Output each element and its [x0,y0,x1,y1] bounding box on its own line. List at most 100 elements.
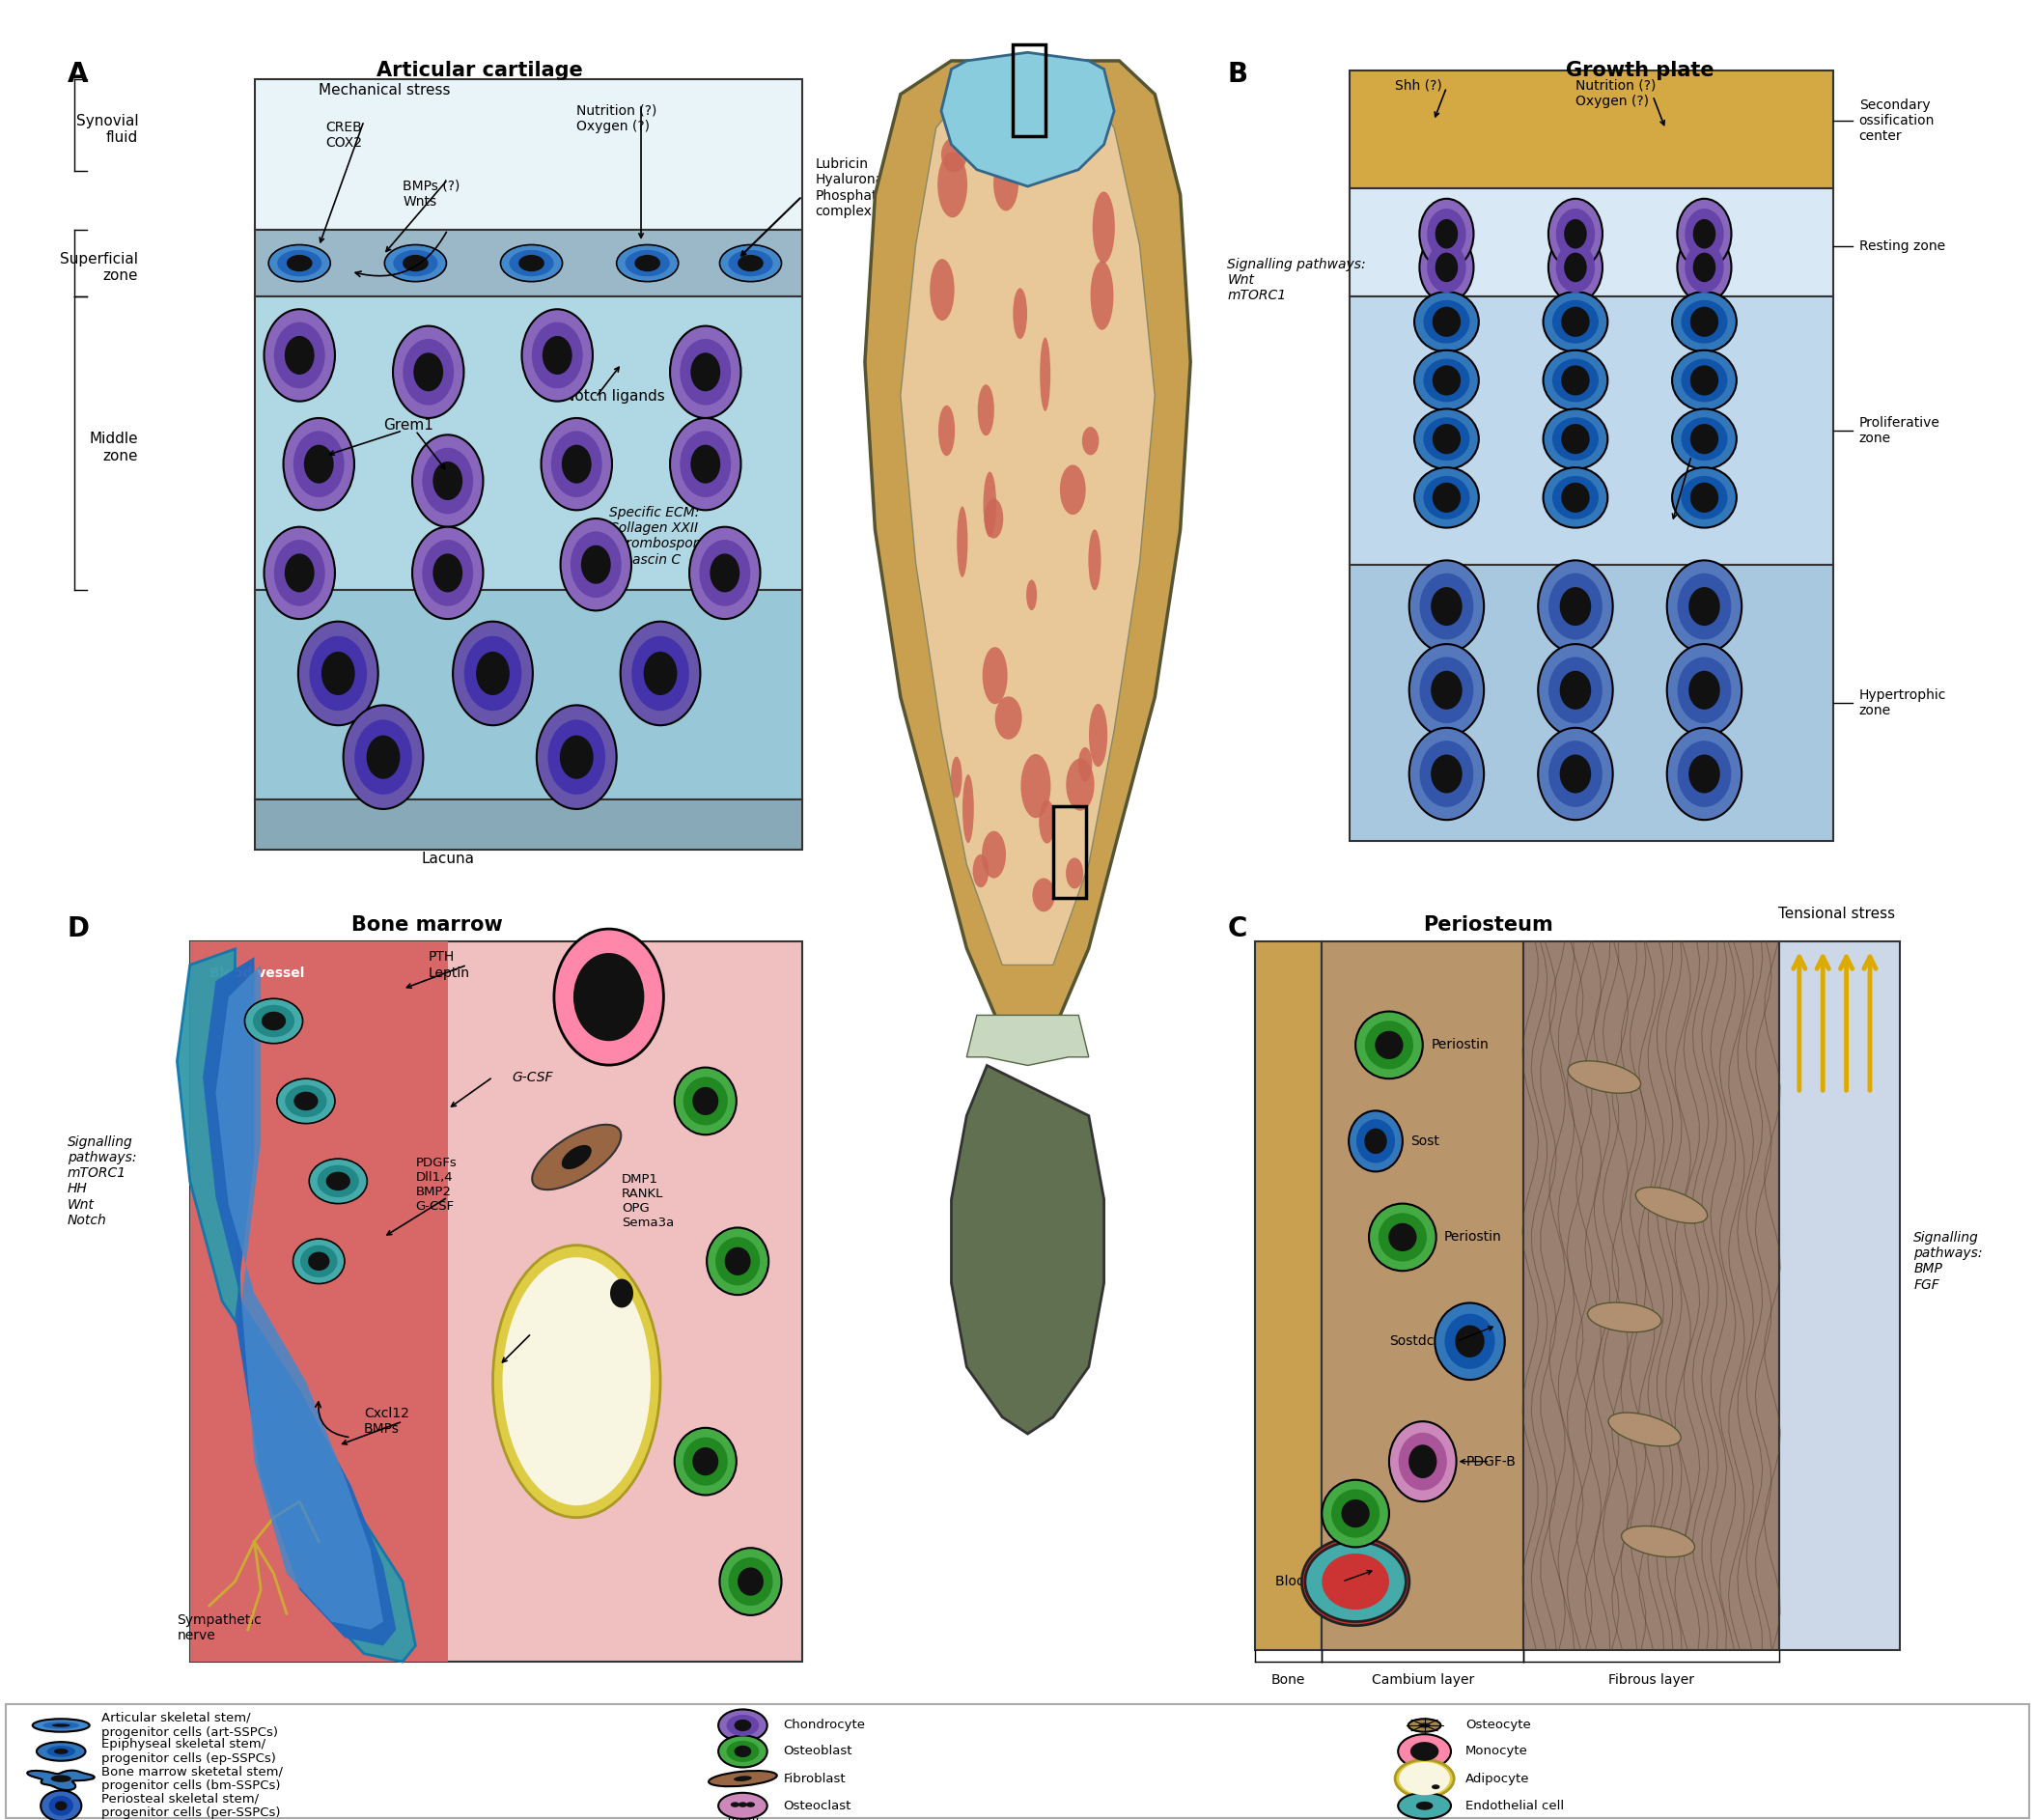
FancyBboxPatch shape [254,590,802,799]
Ellipse shape [963,774,975,843]
Ellipse shape [731,1802,739,1807]
Ellipse shape [1559,672,1591,710]
Ellipse shape [739,1802,747,1807]
Text: Blood vessel: Blood vessel [210,966,305,979]
Ellipse shape [344,704,423,810]
Ellipse shape [1408,644,1484,735]
FancyBboxPatch shape [189,941,448,1662]
Ellipse shape [1427,209,1465,258]
Ellipse shape [1060,464,1087,515]
Ellipse shape [708,1771,777,1787]
Text: Sostdc1: Sostdc1 [1390,1334,1443,1349]
Ellipse shape [275,322,326,388]
Ellipse shape [521,309,592,400]
Ellipse shape [413,435,482,528]
FancyBboxPatch shape [254,78,802,229]
Ellipse shape [547,719,604,795]
Ellipse shape [1355,1119,1396,1163]
Text: Articular skeletal stem/
progenitor cells (art-SSPCs): Articular skeletal stem/ progenitor cell… [102,1713,279,1738]
Text: Articular cartilage: Articular cartilage [376,60,584,80]
Ellipse shape [501,244,562,282]
Polygon shape [26,1771,94,1791]
FancyBboxPatch shape [6,1704,2029,1818]
Text: Osteocyte: Osteocyte [1465,1720,1530,1731]
Ellipse shape [1079,748,1093,781]
Ellipse shape [413,528,482,619]
Text: Cxcl12
BMPs: Cxcl12 BMPs [364,1407,409,1436]
Ellipse shape [393,326,464,419]
Ellipse shape [433,553,462,592]
Ellipse shape [718,1736,767,1767]
Ellipse shape [1355,1012,1422,1079]
Ellipse shape [735,1720,751,1731]
Ellipse shape [670,326,741,419]
Polygon shape [967,1016,1089,1065]
Ellipse shape [950,757,963,797]
Text: Grem1: Grem1 [383,419,433,433]
Ellipse shape [307,1252,330,1270]
Text: Blood vessel: Blood vessel [1274,1574,1359,1589]
Ellipse shape [1422,359,1469,402]
Ellipse shape [1677,741,1732,806]
FancyBboxPatch shape [1256,941,1323,1649]
Text: Sost: Sost [1410,1134,1439,1148]
Ellipse shape [610,1279,633,1309]
Ellipse shape [1414,1461,1424,1474]
Ellipse shape [269,244,330,282]
Ellipse shape [560,735,594,779]
Ellipse shape [322,652,354,695]
Ellipse shape [1408,728,1484,819]
Ellipse shape [1445,1314,1496,1369]
Ellipse shape [692,1087,718,1116]
Text: Bone marrow: Bone marrow [352,915,503,935]
Ellipse shape [1022,753,1050,817]
Text: PDGF-B: PDGF-B [1467,1454,1516,1469]
Ellipse shape [317,1165,358,1198]
Ellipse shape [1608,1412,1681,1447]
Text: Leptin: Leptin [513,1310,554,1325]
Ellipse shape [1398,1793,1451,1818]
Text: PTH
Leptin: PTH Leptin [427,950,470,979]
Ellipse shape [1013,288,1028,339]
Ellipse shape [421,448,474,513]
Ellipse shape [1549,573,1602,639]
Ellipse shape [1673,410,1736,470]
Ellipse shape [1420,657,1473,723]
Ellipse shape [1557,209,1595,258]
Text: Mechanical stress: Mechanical stress [319,84,450,98]
Text: CREB
COX2: CREB COX2 [326,120,362,149]
Ellipse shape [690,528,761,619]
Ellipse shape [1673,291,1736,351]
Ellipse shape [1408,1445,1437,1478]
Ellipse shape [716,1238,759,1285]
Ellipse shape [1066,759,1095,810]
Ellipse shape [421,541,474,606]
Text: PDGFs
Dll1,4
BMP2
G-CSF: PDGFs Dll1,4 BMP2 G-CSF [415,1158,456,1214]
Ellipse shape [1412,1452,1422,1463]
Ellipse shape [503,1258,651,1505]
Ellipse shape [1066,857,1083,888]
Ellipse shape [1408,561,1484,652]
Text: Adipocyte: Adipocyte [1465,1773,1530,1785]
Polygon shape [940,53,1115,186]
Text: Nutrition (?)
Oxygen (?): Nutrition (?) Oxygen (?) [1575,78,1656,107]
Ellipse shape [1089,704,1107,766]
Text: DMP1
RANKL
OPG
Sema3a: DMP1 RANKL OPG Sema3a [621,1174,674,1228]
Ellipse shape [1040,337,1050,411]
Ellipse shape [1557,242,1595,293]
Ellipse shape [737,1567,763,1596]
Ellipse shape [1331,1489,1380,1538]
Ellipse shape [674,1068,737,1134]
Ellipse shape [1431,755,1463,794]
Ellipse shape [1378,1212,1427,1261]
Ellipse shape [541,419,613,510]
Ellipse shape [1414,291,1479,351]
Ellipse shape [1667,728,1742,819]
Ellipse shape [1420,198,1473,269]
Ellipse shape [1422,417,1469,460]
Ellipse shape [531,322,582,388]
Ellipse shape [1089,530,1101,590]
Ellipse shape [43,1722,79,1729]
Text: Signalling
pathways:
mTORC1
HH
Wnt
Notch: Signalling pathways: mTORC1 HH Wnt Notch [67,1136,136,1227]
Ellipse shape [570,531,621,597]
